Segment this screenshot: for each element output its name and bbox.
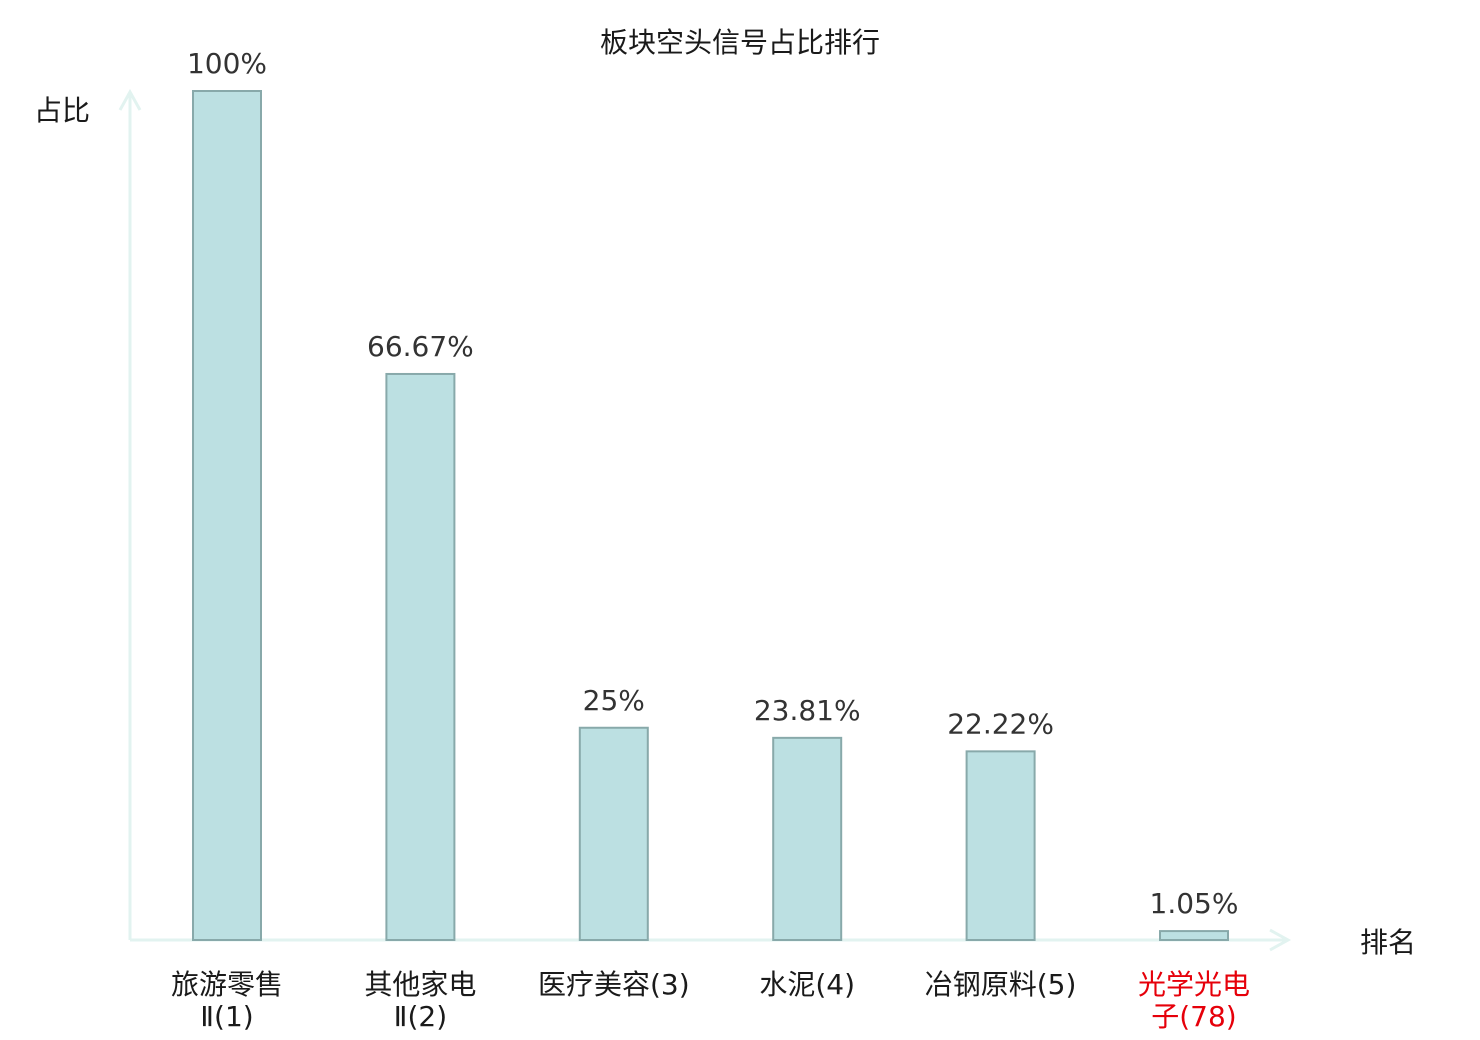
x-tick-label: Ⅱ(1) — [200, 1000, 253, 1033]
y-axis-arrow — [118, 88, 142, 111]
data-label: 66.67% — [367, 330, 474, 363]
x-tick-label: 光学光电 — [1138, 968, 1250, 1001]
x-tick-label: 其他家电 — [364, 968, 476, 1001]
bar — [578, 726, 649, 941]
x-tick-label: Ⅱ(2) — [394, 1000, 447, 1033]
bar — [772, 736, 843, 941]
x-tick-label: 医疗美容(3) — [538, 968, 690, 1001]
x-axis-arrow — [1269, 928, 1292, 952]
x-axis-label: 排名 — [1360, 926, 1416, 959]
bar — [192, 90, 262, 941]
data-label: 23.81% — [754, 694, 861, 727]
data-label: 100% — [187, 47, 267, 80]
bar — [385, 372, 456, 942]
data-label: 25% — [583, 684, 645, 717]
x-tick-label: 冶钢原料(5) — [925, 968, 1077, 1001]
x-tick-label: 旅游零售 — [171, 968, 283, 1001]
x-tick-label: 水泥(4) — [759, 968, 855, 1001]
x-tick-label: 子(78) — [1151, 1000, 1236, 1033]
data-label: 22.22% — [947, 707, 1054, 740]
chart-title: 板块空头信号占比排行 — [600, 26, 880, 59]
bar — [965, 750, 1036, 941]
bar — [1159, 930, 1229, 942]
y-axis-label: 占比 — [34, 94, 90, 127]
data-label: 1.05% — [1150, 887, 1239, 920]
